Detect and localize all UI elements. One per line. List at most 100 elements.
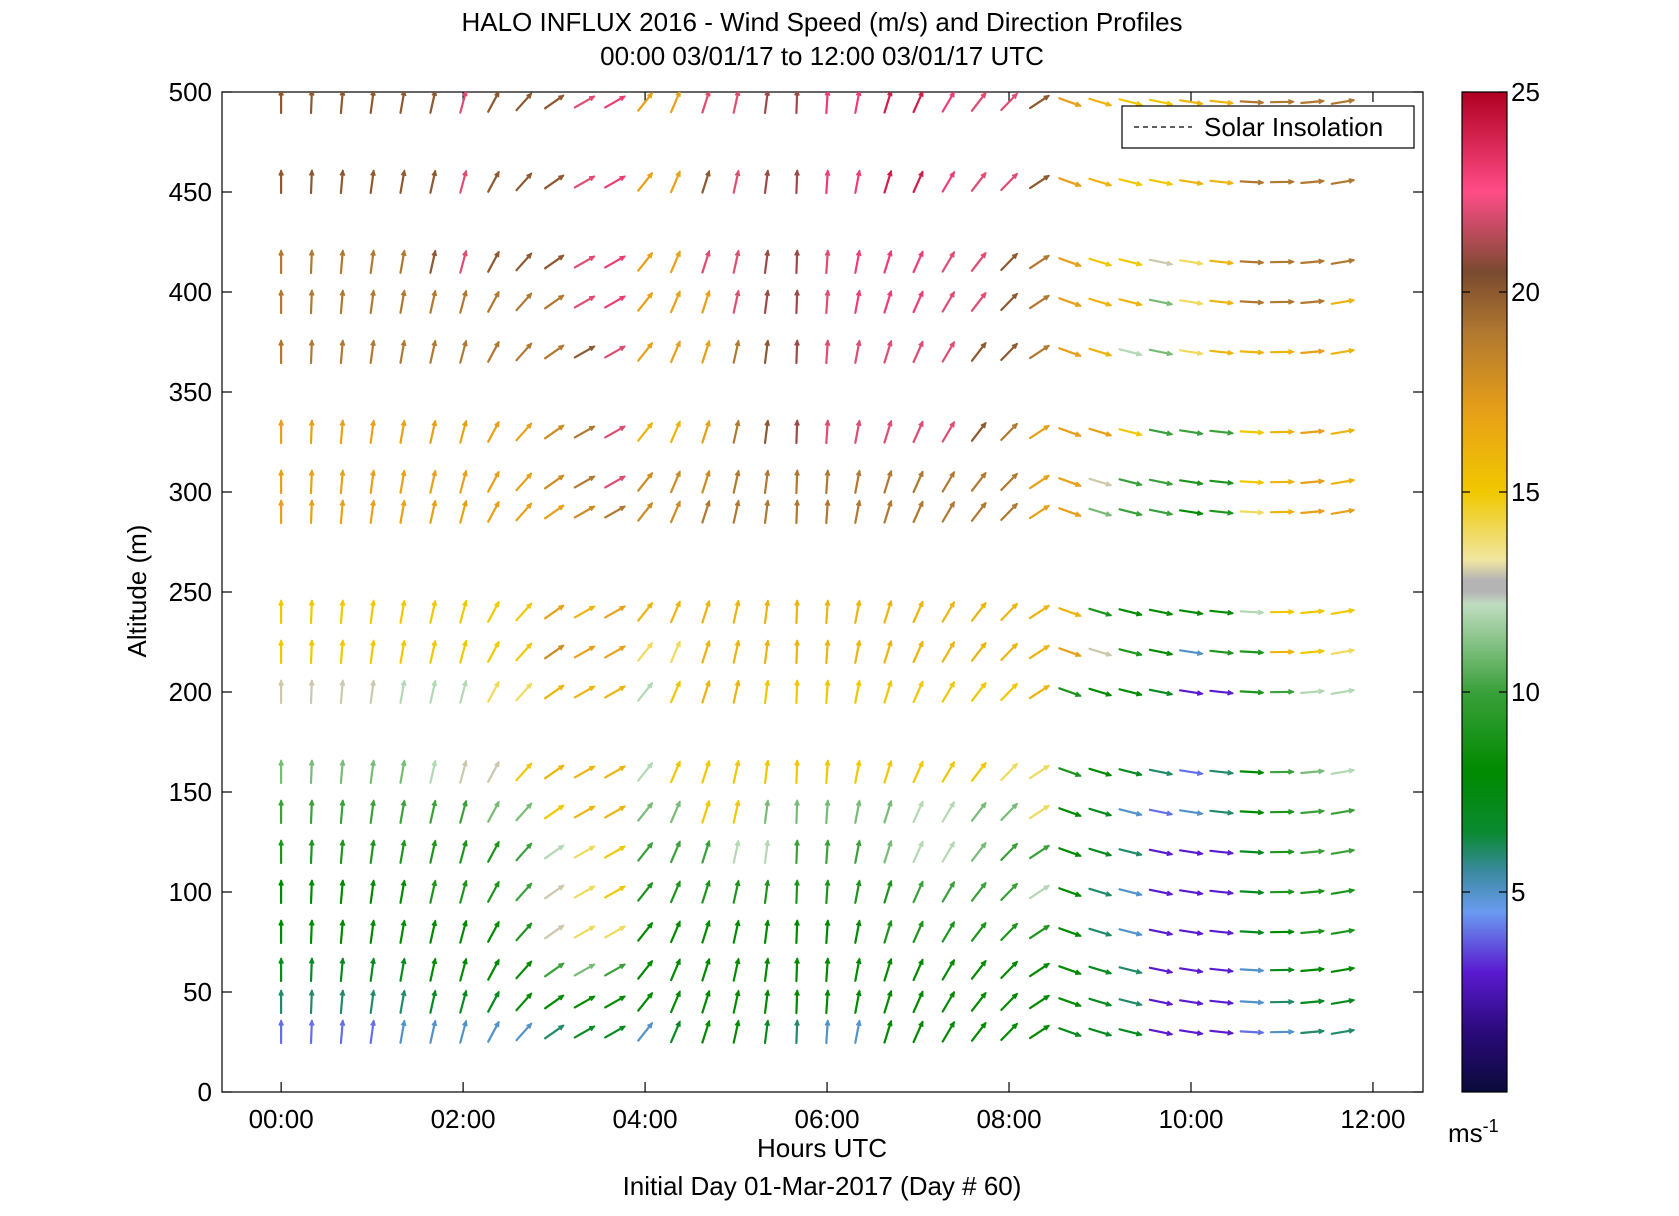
legend-label-solar-insolation: Solar Insolation [1204,112,1383,142]
wind-vector [369,1019,376,1045]
wind-vector [669,840,681,864]
wind-vector [399,92,407,114]
wind-vector [278,989,285,1015]
wind-vector [637,341,654,362]
wind-vector [459,169,468,194]
wind-vector [573,1025,596,1039]
wind-vector [515,992,533,1012]
wind-vector [543,94,565,110]
wind-vector [369,957,376,983]
wind-vector [459,679,468,704]
wind-vector [794,989,800,1015]
wind-vector [1148,998,1174,1007]
wind-vector [1118,648,1143,657]
y-tick-label: 250 [169,577,212,607]
x-tick-label: 06:00 [795,1104,860,1134]
wind-vector [1330,888,1356,895]
wind-vector [824,499,831,525]
wind-vector [1148,478,1174,487]
wind-vector [794,249,800,275]
y-tick-label: 150 [169,777,212,807]
wind-vector [1088,177,1113,187]
wind-vector [487,800,500,823]
wind-vector [941,640,956,663]
wind-vector [1000,922,1018,942]
wind-vector [941,340,956,363]
wind-vector [459,839,468,864]
wind-vector [970,601,987,622]
wind-vector [763,339,771,364]
wind-vector [1330,98,1356,105]
wind-vector [794,289,800,315]
colorbar-unit: ms-1 [1448,1116,1499,1148]
wind-vector [543,1024,565,1040]
wind-vector [399,919,407,944]
wind-vector [399,879,407,904]
wind-vector [732,879,741,904]
wind-vector [732,92,741,114]
wind-vector [1118,428,1143,437]
wind-vector [369,989,376,1015]
wind-vector [669,250,681,274]
wind-vector [912,640,924,664]
wind-vector [1330,688,1356,695]
wind-vector [912,880,924,904]
wind-vector [543,644,565,660]
wind-vector [732,989,741,1014]
wind-vector [1269,298,1295,305]
wind-vector [883,799,893,824]
wind-vector [970,841,987,862]
wind-vector [1148,608,1174,617]
wind-vector [339,499,346,525]
wind-vector [701,919,711,944]
wind-vector [1239,649,1265,656]
wind-vector [1269,508,1295,515]
wind-vector [701,599,711,624]
wind-vector [794,919,800,945]
wind-vector [339,599,346,625]
wind-vector [732,679,741,704]
colorbar-tick-label: 10 [1511,677,1540,707]
wind-vector [604,995,627,1009]
wind-vector [487,760,500,783]
wind-vector [912,170,924,194]
wind-vector [883,419,893,444]
wind-vector [1178,999,1204,1006]
wind-vector [573,885,596,899]
wind-vector [1088,687,1113,697]
wind-vector [1330,966,1356,973]
wind-vector [399,679,407,704]
wind-vector [278,249,285,275]
wind-vector [308,839,315,865]
wind-vector [1178,649,1204,656]
wind-vector [854,957,862,982]
wind-vector [459,92,468,114]
wind-vector [543,764,565,780]
wind-vector [854,679,862,704]
wind-vector [669,760,681,784]
wind-vector [1300,848,1326,855]
wind-vector [1269,348,1295,355]
wind-vector [1148,258,1174,267]
wind-vector [970,801,987,822]
wind-vector [1300,478,1326,485]
wind-vector [669,500,681,524]
wind-vector [1118,888,1143,897]
wind-vector [1148,848,1174,857]
wind-vector [732,759,741,784]
wind-vector [1058,767,1082,777]
wind-vector [763,92,771,115]
wind-vector [429,419,438,444]
wind-vector [637,841,654,862]
wind-vector [1300,298,1326,305]
wind-vector [1269,608,1295,615]
y-tick-label: 0 [198,1077,212,1107]
wind-vector [732,1019,741,1044]
wind-vector [701,957,711,982]
wind-vector [1028,684,1051,700]
wind-vector [1269,848,1295,855]
wind-vector [637,92,654,112]
wind-vector [1148,808,1174,817]
wind-vector [308,419,315,445]
wind-vector [1058,297,1082,307]
